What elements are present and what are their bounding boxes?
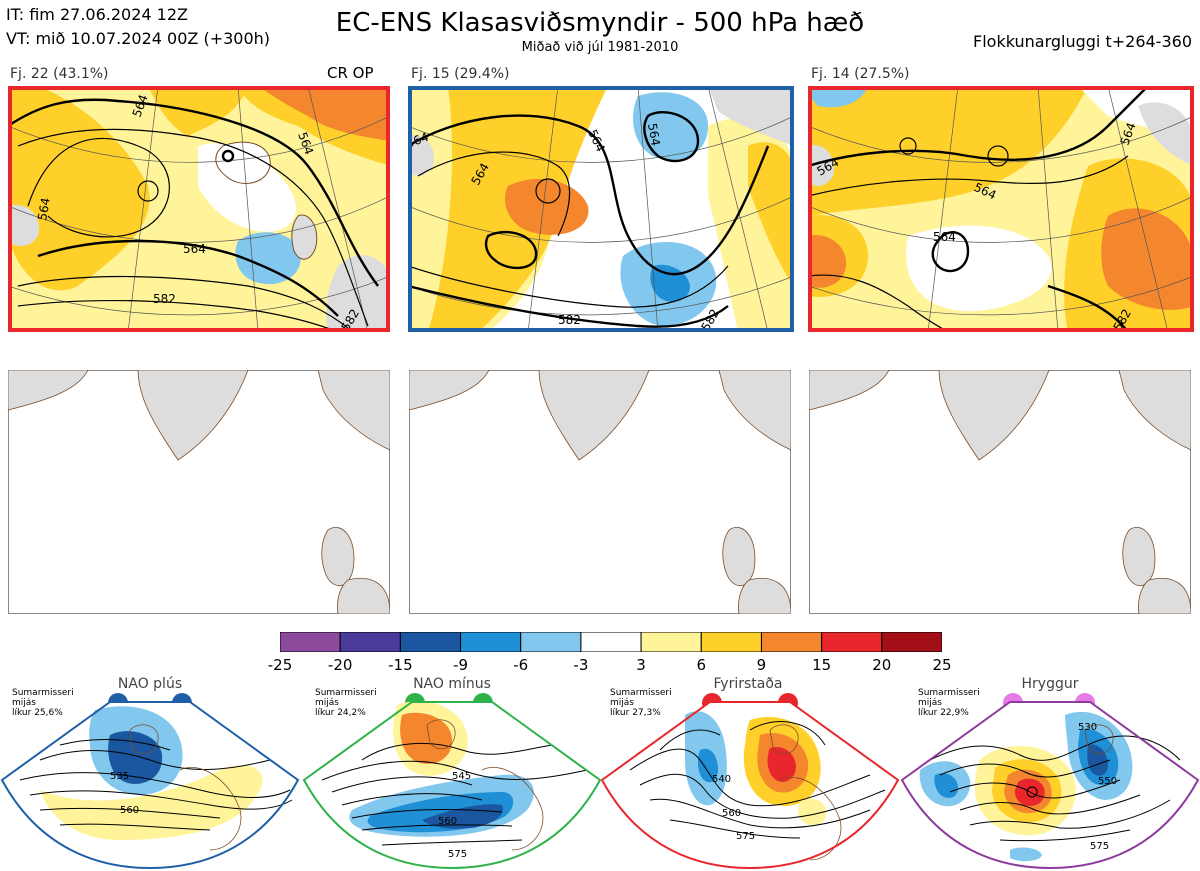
colorbar-tick-label: -6 <box>513 656 529 674</box>
regime-3-map: 540 560 575 <box>600 700 900 870</box>
base-map-1 <box>8 370 390 614</box>
colorbar-tick-label: -25 <box>267 656 293 674</box>
cluster-1-label: Fj. 22 (43.1%) <box>10 66 109 82</box>
regime-4-title: Hryggur <box>1021 676 1079 692</box>
regime-3-contour-label: 575 <box>736 831 755 842</box>
cluster-1-contour-label: 564 <box>183 242 206 256</box>
regime-4-probability: Sumarmisseri mijás líkur 22,9% <box>918 688 980 718</box>
cluster-2-contour-label: 582 <box>558 313 581 327</box>
colorbar-swatch <box>399 631 462 653</box>
classification-window: Flokkunargluggi t+264-360 <box>973 32 1192 51</box>
colorbar-tick-label: 25 <box>932 656 952 674</box>
cluster-1-contour-label: 564 <box>35 197 53 222</box>
colorbar-tick-label: -15 <box>388 656 413 674</box>
colorbar-tick-label: 9 <box>756 656 767 674</box>
regime-1-contour-label: 560 <box>120 805 139 816</box>
cluster-3-label: Fj. 14 (27.5%) <box>811 66 910 82</box>
colorbar-tick-label: -3 <box>573 656 589 674</box>
regime-4-contour-label: 530 <box>1078 722 1097 733</box>
cluster-1-contour-label: 582 <box>153 292 176 306</box>
colorbar-swatch <box>580 631 642 653</box>
regime-2-contour-label: 575 <box>448 849 467 860</box>
colorbar-swatch <box>520 631 582 653</box>
anomaly-colorbar <box>279 631 943 653</box>
colorbar-swatch <box>279 631 341 653</box>
regime-2-map: 545 560 575 <box>302 700 602 870</box>
cluster-1-map: 564 564 564 564 582 582 <box>8 86 390 332</box>
regime-2-contour-label: 545 <box>452 771 471 782</box>
colorbar-swatch <box>700 631 762 653</box>
base-map-2 <box>409 370 791 614</box>
regime-4-contour-label: 575 <box>1090 841 1109 852</box>
regime-4-map: 530 550 575 <box>900 700 1200 870</box>
cluster-1-tag: CR OP <box>327 64 374 82</box>
regime-1-title: NAO plús <box>117 676 183 692</box>
cluster-3-map: 564 564 564 564 582 <box>808 86 1194 332</box>
regime-3-title: Fyrirstaða <box>713 676 783 692</box>
regime-1-probability: Sumarmisseri mijás líkur 25,6% <box>12 688 74 718</box>
regime-1-contour-label: 535 <box>110 771 129 782</box>
regime-4-contour-label: 550 <box>1098 776 1117 787</box>
colorbar-tick-label: 20 <box>872 656 892 674</box>
colorbar-tick-label: -20 <box>327 656 353 674</box>
cluster-2-label: Fj. 15 (29.4%) <box>411 66 510 82</box>
regime-2-probability: Sumarmisseri mijás líkur 24,2% <box>315 688 377 718</box>
cluster-2-map: 564 564 564 564 582 582 <box>408 86 794 332</box>
regime-3-probability: Sumarmisseri mijás líkur 27,3% <box>610 688 672 718</box>
page-title: EC-ENS Klasasviðsmyndir - 500 hPa hæð <box>335 8 865 38</box>
regime-2-contour-label: 560 <box>438 816 457 827</box>
regime-1-map: 535 560 <box>0 700 300 870</box>
colorbar-swatch <box>640 631 702 653</box>
colorbar-tick-label: 3 <box>636 656 646 674</box>
regime-3-contour-label: 560 <box>722 808 741 819</box>
colorbar-swatch <box>821 631 883 653</box>
colorbar-swatch <box>339 631 401 653</box>
base-map-3 <box>809 370 1191 614</box>
regime-3-contour-label: 540 <box>712 774 731 785</box>
colorbar-tick-label: 15 <box>812 656 832 674</box>
colorbar-swatch <box>760 631 823 653</box>
page-subtitle: Miðað við júl 1981-2010 <box>521 40 679 55</box>
regime-2-title: NAO mínus <box>413 676 491 692</box>
cluster-2-contour-label: 564 <box>645 122 663 147</box>
initial-time: IT: fim 27.06.2024 12Z <box>6 5 188 24</box>
colorbar-tick-label: 6 <box>696 656 707 674</box>
colorbar-tick-label: -9 <box>453 656 469 674</box>
colorbar-swatch <box>460 631 522 653</box>
colorbar-swatch <box>881 631 943 653</box>
valid-time: VT: mið 10.07.2024 00Z (+300h) <box>6 29 271 48</box>
cluster-3-contour-label: 564 <box>933 230 956 244</box>
